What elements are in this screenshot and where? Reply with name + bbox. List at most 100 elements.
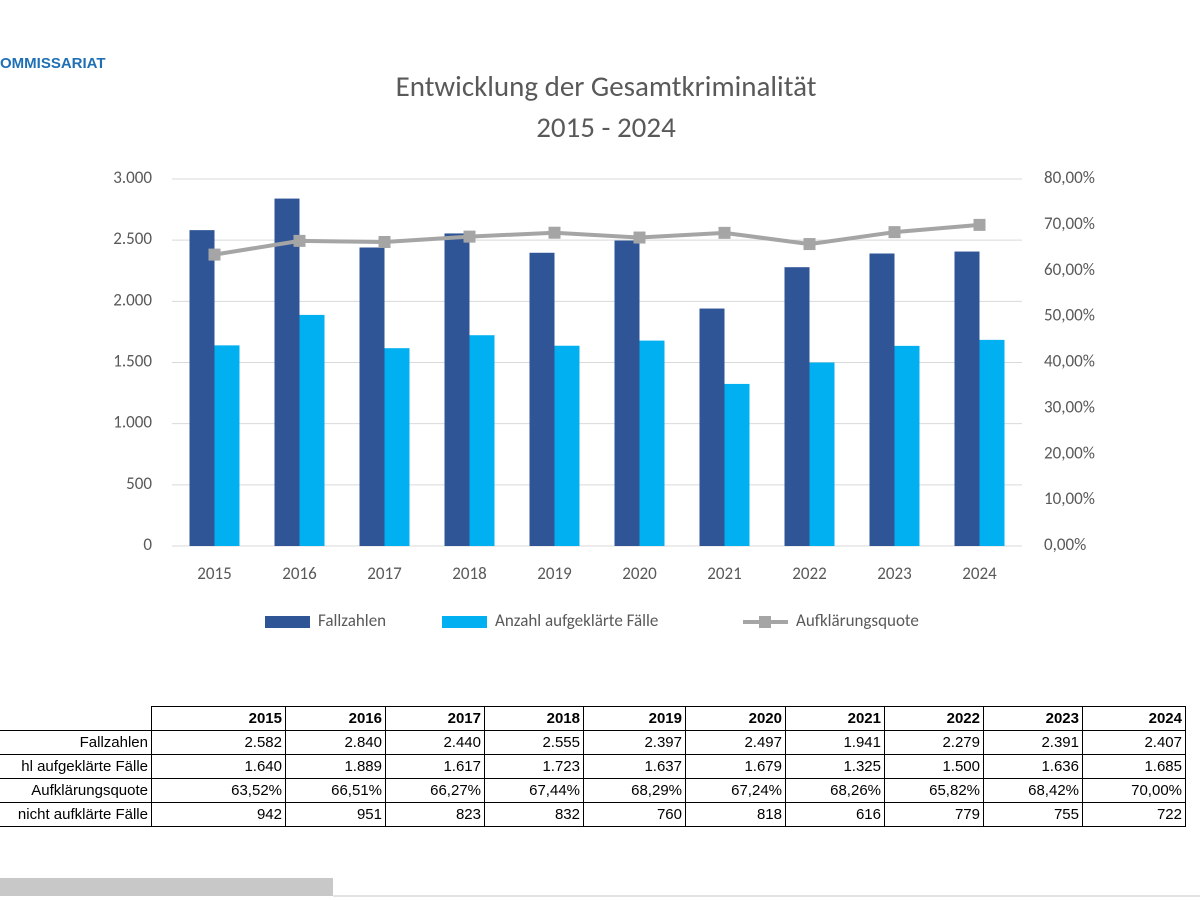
cell: 1.679 (685, 754, 786, 779)
bar (444, 233, 470, 546)
header-cell: 2016 (285, 706, 386, 731)
bar (979, 339, 1005, 546)
cell: 65,82% (884, 778, 984, 803)
x-tick-label: 2024 (962, 563, 997, 584)
y2-tick-label: 50,00% (1044, 305, 1095, 326)
data-table: 2015 2016 2017 2018 2019 2020 2021 2022 2023 2024… (0, 706, 1186, 827)
y2-tick-label: 40,00% (1044, 351, 1095, 372)
cell: 616 (785, 802, 885, 827)
table-header: 2015 2016 2017 2018 2019 2020 2021 2022 2023 2024 (0, 706, 1186, 731)
scroll-track (333, 895, 1200, 897)
cell: 942 (151, 802, 286, 827)
cell: 1.636 (983, 754, 1083, 779)
line-marker (208, 248, 221, 261)
line-marker (718, 226, 731, 239)
line-marker (548, 226, 561, 239)
cell: 2.407 (1082, 730, 1186, 755)
bar (894, 345, 920, 546)
row-label: nicht aufklärte Fälle (0, 802, 152, 827)
cell: 722 (1082, 802, 1186, 827)
bar (869, 253, 895, 546)
line-marker (803, 238, 816, 251)
bar (639, 340, 665, 546)
cell: 1.637 (583, 754, 686, 779)
legend-swatch (442, 616, 487, 628)
line (214, 222, 980, 257)
cell: 63,52% (151, 778, 286, 803)
legend-marker (759, 616, 771, 628)
y2-tick-label: 0,00% (1044, 534, 1086, 555)
cell: 68,42% (983, 778, 1083, 803)
cell: 1.640 (151, 754, 286, 779)
cell: 2.391 (983, 730, 1083, 755)
y-tick-label: 1.500 (113, 351, 152, 372)
header-cell: 2020 (685, 706, 786, 731)
table-row: Aufklärungsquote 63,52% 66,51% 66,27% 67,44%… (0, 778, 1186, 803)
y2-tick-label: 80,00% (1044, 167, 1095, 188)
cell: 779 (884, 802, 984, 827)
cell: 2.397 (583, 730, 686, 755)
header-cell: 2023 (983, 706, 1083, 731)
cell: 823 (385, 802, 485, 827)
x-tick-label: 2020 (622, 563, 657, 584)
y-tick-label: 500 (126, 473, 152, 494)
cell: 2.555 (484, 730, 584, 755)
cell: 951 (285, 802, 386, 827)
cell: 755 (983, 802, 1083, 827)
y-tick-label: 0 (143, 534, 152, 555)
cell: 67,44% (484, 778, 584, 803)
bar (809, 362, 835, 546)
header-cell: 2024 (1082, 706, 1186, 731)
cell: 70,00% (1082, 778, 1186, 803)
table-row: Fallzahlen 2.582 2.840 2.440 2.555 2.397 2.497… (0, 730, 1186, 755)
cell: 818 (685, 802, 786, 827)
cell: 68,26% (785, 778, 885, 803)
cell: 1.617 (385, 754, 485, 779)
y2-tick-label: 30,00% (1044, 396, 1095, 417)
y2-tick-label: 10,00% (1044, 488, 1095, 509)
header-cell: 2021 (785, 706, 885, 731)
bar (359, 247, 385, 547)
legend-label: Aufklärungsquote (796, 610, 919, 631)
y2-tick-label: 70,00% (1044, 213, 1095, 234)
cell: 2.497 (685, 730, 786, 755)
cell: 1.941 (785, 730, 885, 755)
row-label: Aufklärungsquote (0, 778, 152, 803)
legend-label: Anzahl aufgeklärte Fälle (495, 610, 658, 631)
x-tick-label: 2016 (282, 563, 317, 584)
chart-title: Entwicklung der Gesamtkriminalität (396, 68, 817, 104)
cell: 1.500 (884, 754, 984, 779)
header-cell: 2017 (385, 706, 485, 731)
x-tick-label: 2018 (452, 563, 486, 584)
line-marker (293, 234, 306, 247)
chart: Entwicklung der Gesamtkriminalität 2015 … (113, 68, 1095, 631)
bar (189, 230, 215, 547)
scrollbar[interactable] (0, 878, 333, 896)
cell: 67,24% (685, 778, 786, 803)
bar (554, 345, 580, 546)
legend-label: Fallzahlen (318, 610, 386, 631)
row-label: hl aufgeklärte Fälle (0, 754, 152, 779)
bar (469, 335, 495, 546)
corner-cell (0, 706, 152, 731)
bar (274, 198, 300, 546)
cell: 2.840 (285, 730, 386, 755)
cell: 2.440 (385, 730, 485, 755)
y2-tick-label: 60,00% (1044, 259, 1095, 280)
row-label: Fallzahlen (0, 730, 152, 755)
cell: 832 (484, 802, 584, 827)
y-tick-label: 1.000 (113, 412, 152, 433)
y-tick-label: 2.000 (113, 289, 152, 310)
cell: 1.889 (285, 754, 386, 779)
cell: 1.723 (484, 754, 584, 779)
header-cell: 2018 (484, 706, 584, 731)
x-tick-label: 2023 (877, 563, 911, 584)
header-cell: 2015 (151, 706, 286, 731)
line-marker (973, 218, 986, 231)
bar (724, 383, 750, 546)
x-tick-label: 2017 (367, 563, 402, 584)
bar (954, 251, 980, 546)
line-marker (378, 235, 391, 248)
bar (614, 240, 640, 546)
